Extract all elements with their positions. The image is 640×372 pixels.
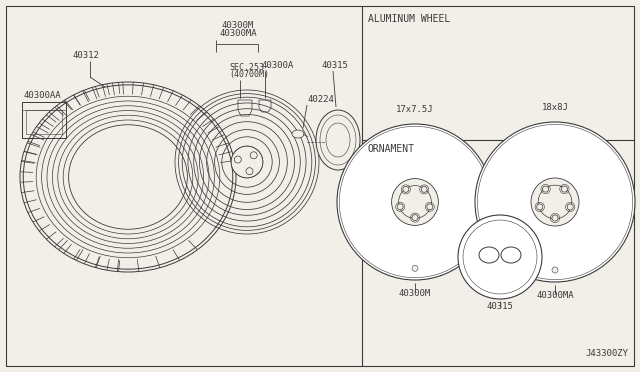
Ellipse shape bbox=[552, 215, 558, 221]
Text: 40300MA: 40300MA bbox=[536, 291, 574, 300]
Text: 40315: 40315 bbox=[486, 302, 513, 311]
Ellipse shape bbox=[531, 178, 579, 226]
Text: 18x8J: 18x8J bbox=[541, 103, 568, 112]
Ellipse shape bbox=[412, 215, 418, 221]
Text: 40312: 40312 bbox=[72, 51, 99, 60]
Text: 40300AA: 40300AA bbox=[23, 91, 61, 100]
Text: SEC.253: SEC.253 bbox=[229, 63, 264, 72]
Ellipse shape bbox=[458, 215, 542, 299]
Ellipse shape bbox=[231, 146, 263, 178]
Ellipse shape bbox=[234, 156, 241, 163]
Text: ORNAMENT: ORNAMENT bbox=[368, 144, 415, 154]
Ellipse shape bbox=[475, 122, 635, 282]
Ellipse shape bbox=[567, 204, 573, 210]
Ellipse shape bbox=[316, 110, 360, 170]
Text: (40700M): (40700M) bbox=[229, 70, 269, 79]
Ellipse shape bbox=[537, 204, 543, 210]
Ellipse shape bbox=[412, 265, 418, 271]
Ellipse shape bbox=[552, 267, 558, 273]
Ellipse shape bbox=[399, 186, 431, 218]
Ellipse shape bbox=[68, 125, 188, 229]
Text: 40300M: 40300M bbox=[399, 289, 431, 298]
Ellipse shape bbox=[543, 186, 548, 192]
Ellipse shape bbox=[292, 130, 304, 138]
Ellipse shape bbox=[392, 179, 438, 225]
Ellipse shape bbox=[427, 204, 433, 210]
Ellipse shape bbox=[421, 186, 427, 192]
Ellipse shape bbox=[250, 152, 257, 159]
Text: 17x7.5J: 17x7.5J bbox=[396, 105, 434, 114]
Text: J43300ZY: J43300ZY bbox=[585, 349, 628, 358]
Text: ALUMINUM WHEEL: ALUMINUM WHEEL bbox=[368, 14, 451, 24]
Ellipse shape bbox=[538, 185, 572, 219]
Ellipse shape bbox=[561, 186, 568, 192]
Text: 40300MA: 40300MA bbox=[219, 29, 257, 38]
Bar bbox=[26, 110, 62, 134]
Ellipse shape bbox=[403, 186, 409, 192]
Ellipse shape bbox=[246, 168, 253, 175]
Ellipse shape bbox=[397, 204, 403, 210]
Ellipse shape bbox=[337, 124, 493, 280]
Text: 40300A: 40300A bbox=[262, 61, 294, 70]
Bar bbox=[22, 102, 66, 138]
Text: 40224: 40224 bbox=[308, 95, 335, 104]
Text: 40300M: 40300M bbox=[222, 21, 254, 30]
Text: 40315: 40315 bbox=[322, 61, 349, 70]
